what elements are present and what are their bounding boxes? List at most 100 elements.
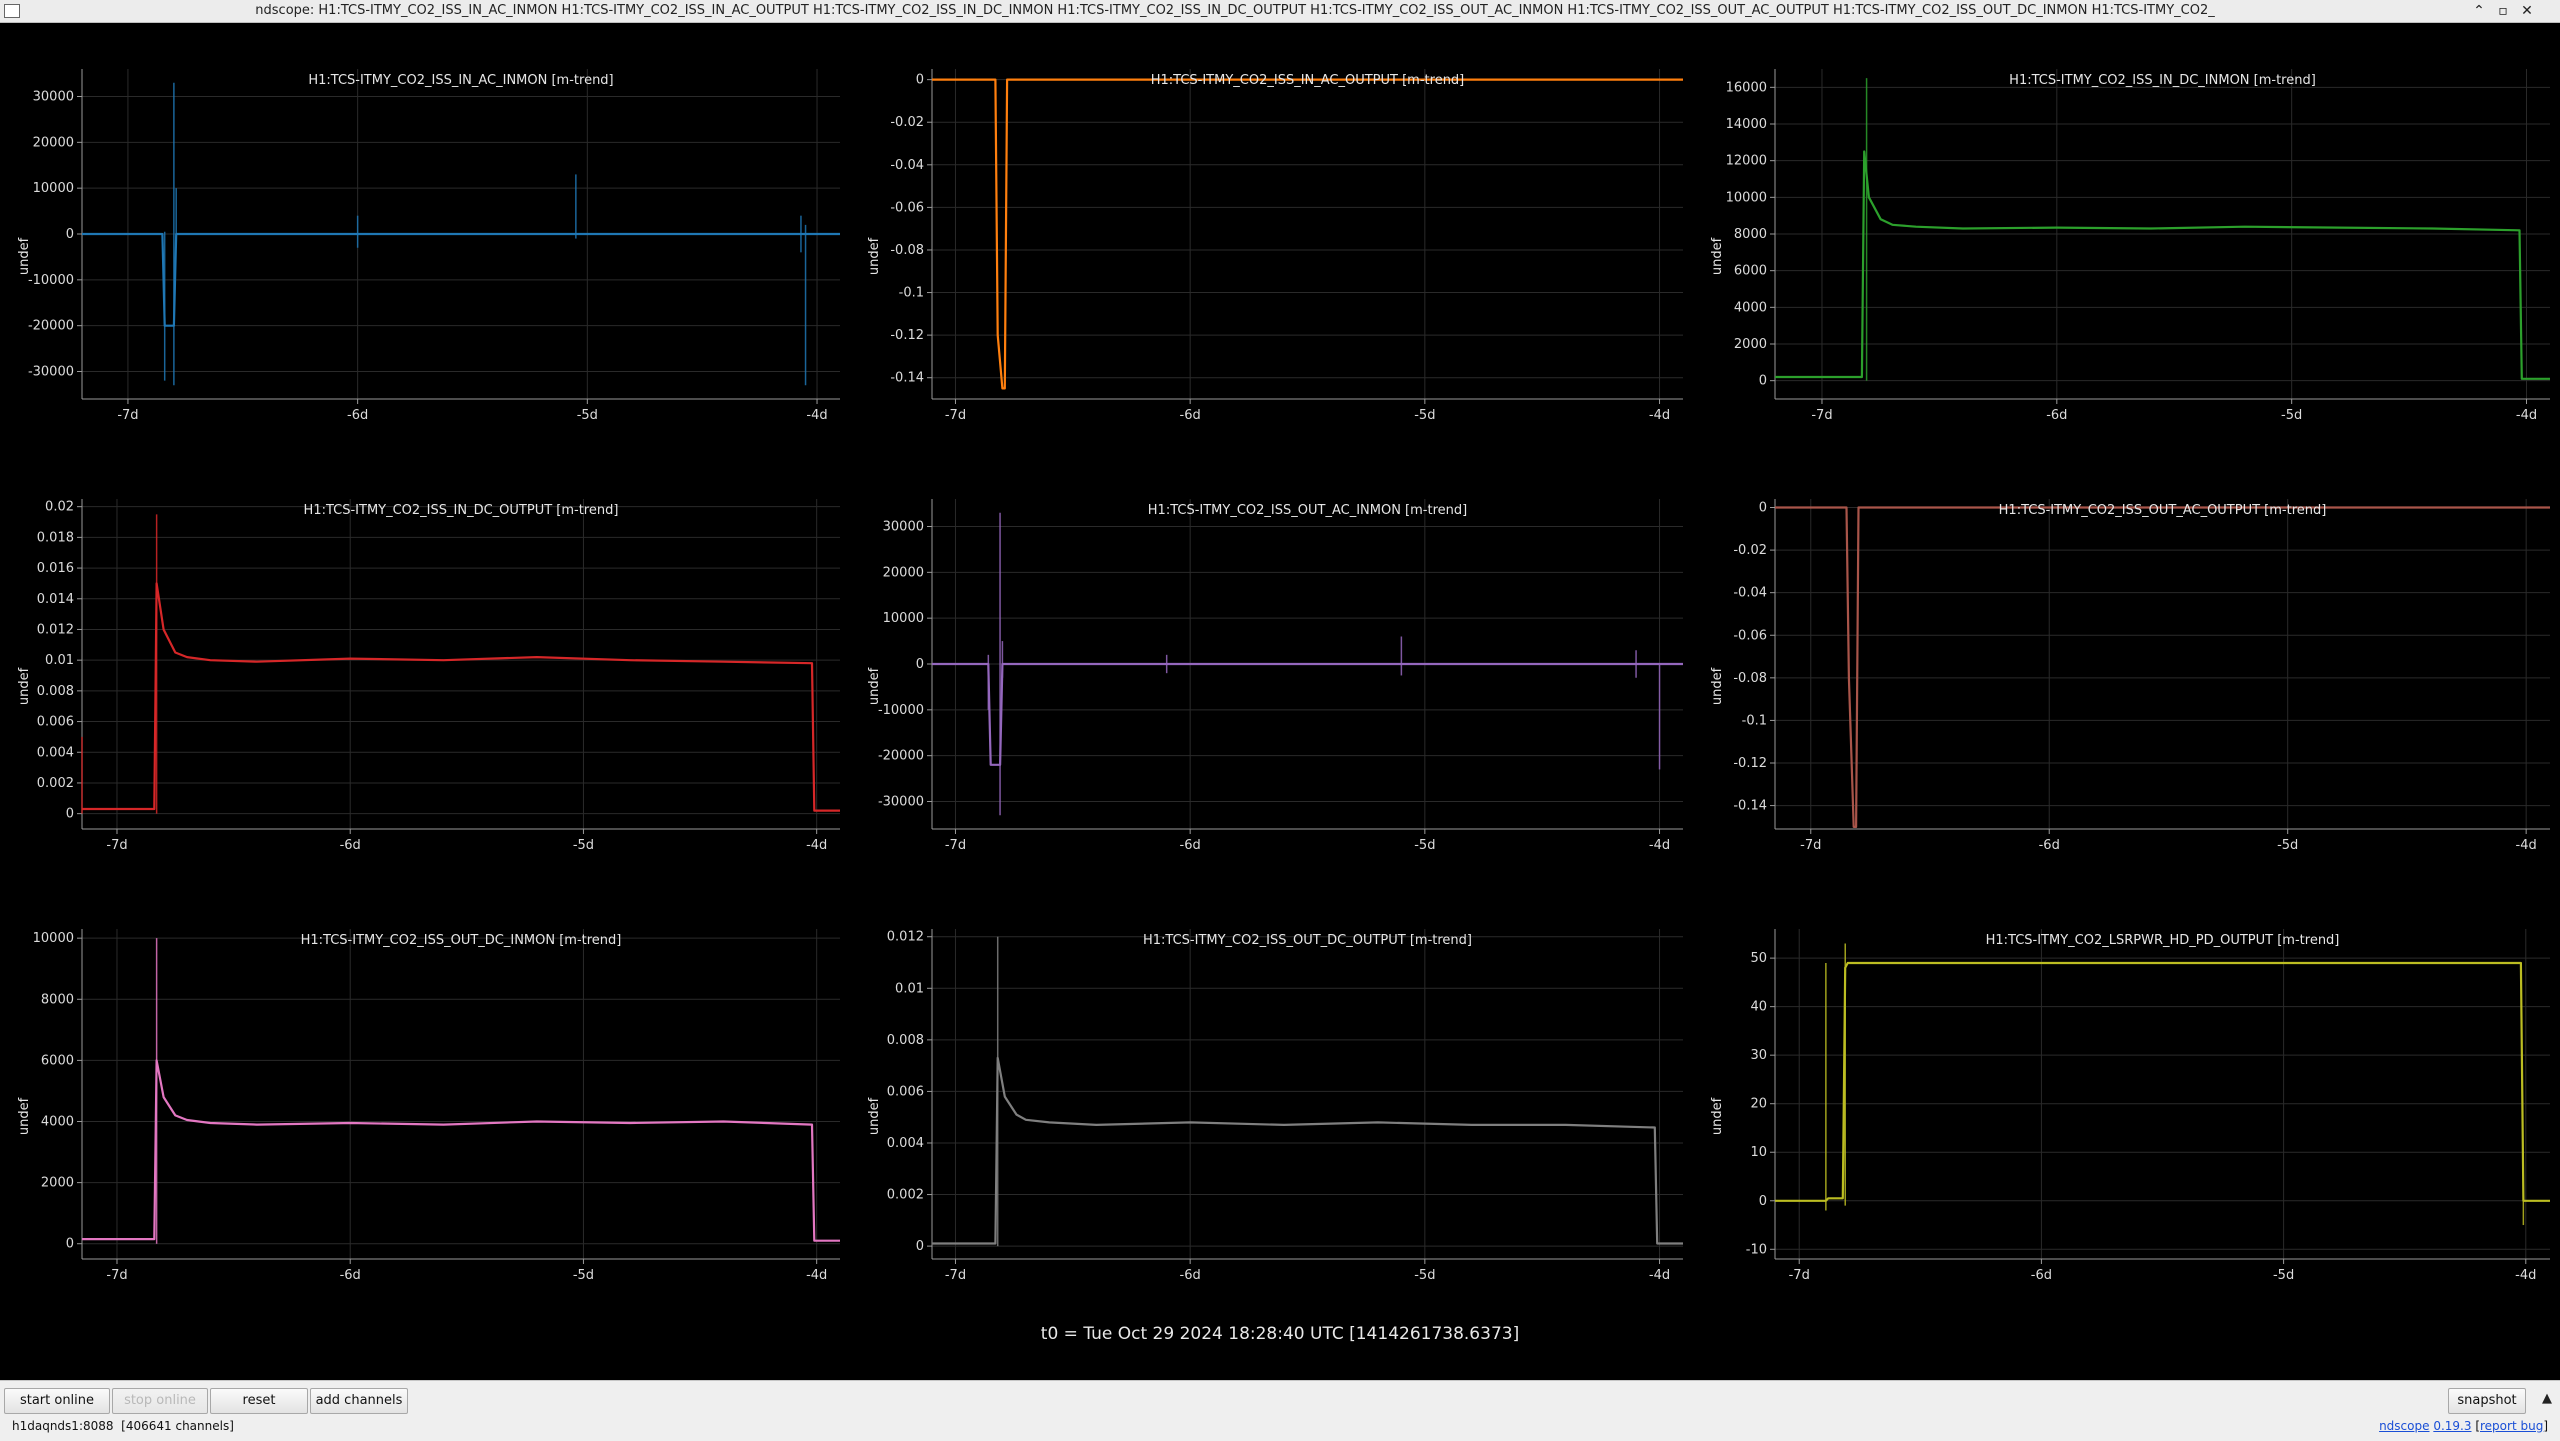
y-tick-label: -0.1 [899, 286, 924, 301]
y-tick-label: 0.002 [37, 776, 74, 791]
report-bug-link[interactable]: report bug [2480, 1419, 2544, 1433]
y-tick-label: -0.04 [1733, 586, 1767, 601]
collapse-toolbar-icon[interactable]: ▲ [2542, 1391, 2552, 1406]
minimize-button[interactable]: ⌃ [2473, 3, 2485, 19]
status-server: h1daqnds1:8088 [406641 channels] [12, 1419, 234, 1433]
x-tick-label: -4d [2516, 838, 2537, 853]
plot-area[interactable]: -7d -6d -5d -4d -30000 -20000 -10000 0 10000 20 0 0… [0, 23, 2560, 1380]
y-tick-label: -20000 [28, 319, 74, 334]
close-button[interactable]: ✕ [2521, 3, 2533, 19]
x-tick-label: -7d [106, 838, 127, 853]
plot-grid-canvas[interactable]: -7d -6d -5d -4d -30000 -20000 -10000 0 10000 20 0 0… [0, 23, 2560, 1380]
version-link[interactable]: 0.19.3 [2433, 1419, 2472, 1433]
x-tick-label: -4d [806, 408, 827, 423]
ndscope-link[interactable]: ndscope [2379, 1419, 2430, 1433]
x-tick-label: -6d [1180, 1268, 1201, 1283]
y-tick-label: -0.08 [890, 243, 924, 258]
y-axis-label: undef [867, 1097, 883, 1136]
x-tick-label: -4d [1649, 1268, 1670, 1283]
trace-line [82, 1059, 840, 1242]
y-tick-label: -0.08 [1733, 671, 1767, 686]
y-tick-label: 0.018 [37, 530, 74, 545]
y-tick-label: 0.01 [45, 653, 74, 668]
x-tick-label: -7d [117, 408, 138, 423]
plot-1[interactable]: -7d -6d -5d -4d -30000 -20000 -10000 0 10000 2000… [28, 69, 840, 423]
y-tick-label: 0.004 [887, 1136, 924, 1151]
x-tick-label: -6d [340, 1268, 361, 1283]
reset-button[interactable]: reset [210, 1388, 308, 1414]
plot-5[interactable]: -7d -6d -5d -4d -30000 -20000 -10000 0 10000 2000… [878, 499, 1683, 853]
y-tick-label: 10000 [883, 611, 924, 626]
y-tick-label: 8000 [41, 992, 74, 1007]
y-tick-label: 8000 [1734, 227, 1767, 242]
y-axis-label: undef [1710, 1097, 1726, 1136]
y-tick-label: -30000 [28, 365, 74, 380]
y-tick-label: 20 [1750, 1097, 1767, 1112]
y-tick-label: 0.012 [887, 930, 924, 945]
y-tick-label: 0 [916, 73, 924, 88]
y-tick-label: 40 [1750, 1000, 1767, 1015]
plot-title: H1:TCS-ITMY_CO2_ISS_IN_AC_INMON [m-trend… [308, 73, 614, 88]
y-tick-label: 50 [1750, 951, 1767, 966]
y-tick-label: 0.006 [37, 715, 74, 730]
y-tick-label: 10000 [33, 181, 74, 196]
y-tick-label: 12000 [1726, 154, 1767, 169]
add-channels-button[interactable]: add channels [310, 1388, 408, 1414]
status-version: ndscope 0.19.3 [report bug] [2379, 1419, 2548, 1433]
y-tick-label: 0 [1759, 374, 1767, 389]
plot-2[interactable]: -7d -6d -5d -4d -0.14 -0.12 -0.1 -0.08 -0.06 -0.0… [890, 69, 1683, 423]
x-tick-label: -7d [945, 408, 966, 423]
y-tick-label: 0.006 [887, 1084, 924, 1099]
plot-title: H1:TCS-ITMY_CO2_ISS_IN_DC_INMON [m-trend… [2009, 73, 2316, 88]
window-titlebar: ndscope: H1:TCS-ITMY_CO2_ISS_IN_AC_INMON… [0, 0, 2560, 23]
trace-line [932, 78, 1683, 390]
maximize-button[interactable]: ▫ [2498, 3, 2508, 19]
plot-3[interactable]: -7d -6d -5d -4d 0 2000 4000 6000 8000 10000 12000 1… [1726, 69, 2550, 423]
start-online-button[interactable]: start online [4, 1388, 110, 1414]
y-tick-label: -10 [1746, 1242, 1767, 1257]
x-tick-label: -5d [2273, 1268, 2294, 1283]
y-axis-label: undef [17, 667, 33, 706]
y-tick-label: 0 [1759, 1194, 1767, 1209]
plot-9[interactable]: -7d -6d -5d -4d -10 0 10 20 30 40 50 [1746, 929, 2550, 1283]
y-tick-label: 6000 [1734, 264, 1767, 279]
plot-title: H1:TCS-ITMY_CO2_ISS_OUT_DC_INMON [m-tren… [300, 933, 622, 948]
y-tick-label: -0.14 [890, 371, 924, 386]
y-tick-label: 0 [916, 1239, 924, 1254]
x-tick-label: -4d [806, 1268, 827, 1283]
x-tick-label: -7d [1800, 838, 1821, 853]
x-tick-label: -7d [1789, 1268, 1810, 1283]
plot-7[interactable]: -7d -6d -5d -4d 0 2000 4000 6000 8000 10000 [33, 929, 840, 1283]
y-tick-label: 4000 [41, 1115, 74, 1130]
y-tick-label: -10000 [878, 703, 924, 718]
x-tick-label: -6d [1180, 838, 1201, 853]
y-tick-label: 30000 [883, 520, 924, 535]
y-tick-label: -10000 [28, 273, 74, 288]
x-tick-label: -6d [1180, 408, 1201, 423]
y-tick-label: 14000 [1726, 117, 1767, 132]
snapshot-button[interactable]: snapshot [2448, 1388, 2526, 1414]
trace-line [1775, 150, 2550, 380]
y-tick-label: 10000 [33, 931, 74, 946]
plot-4[interactable]: -7d -6d -5d -4d 0 0.002 0.004 0.006 0.008 0.01 0.0… [37, 499, 840, 853]
plot-8[interactable]: -7d -6d -5d -4d 0 0.002 0.004 0.006 0.008 0.01 0.0… [887, 929, 1683, 1283]
y-axis-label: undef [17, 1097, 33, 1136]
y-tick-label: -20000 [878, 749, 924, 764]
y-tick-label: 30000 [33, 90, 74, 105]
y-tick-label: -0.12 [890, 328, 924, 343]
x-tick-label: -6d [2031, 1268, 2052, 1283]
x-tick-label: -4d [2516, 408, 2537, 423]
x-tick-label: -6d [2039, 838, 2060, 853]
stop-online-button[interactable]: stop online [112, 1388, 208, 1414]
y-tick-label: 0.008 [887, 1033, 924, 1048]
y-tick-label: 4000 [1734, 300, 1767, 315]
app-icon [4, 4, 20, 18]
plot-title: H1:TCS-ITMY_CO2_ISS_OUT_AC_OUTPUT [m-tre… [1998, 503, 2327, 518]
x-tick-label: -6d [340, 838, 361, 853]
y-tick-label: 0.002 [887, 1188, 924, 1203]
plot-6[interactable]: -7d -6d -5d -4d -0.14 -0.12 -0.1 -0.08 -0.06 -0.0… [1733, 499, 2550, 853]
y-tick-label: -0.06 [1733, 628, 1767, 643]
y-tick-label: 0.008 [37, 684, 74, 699]
plot-title: H1:TCS-ITMY_CO2_ISS_IN_AC_OUTPUT [m-tren… [1150, 73, 1465, 88]
y-axis-label: undef [1710, 667, 1726, 706]
